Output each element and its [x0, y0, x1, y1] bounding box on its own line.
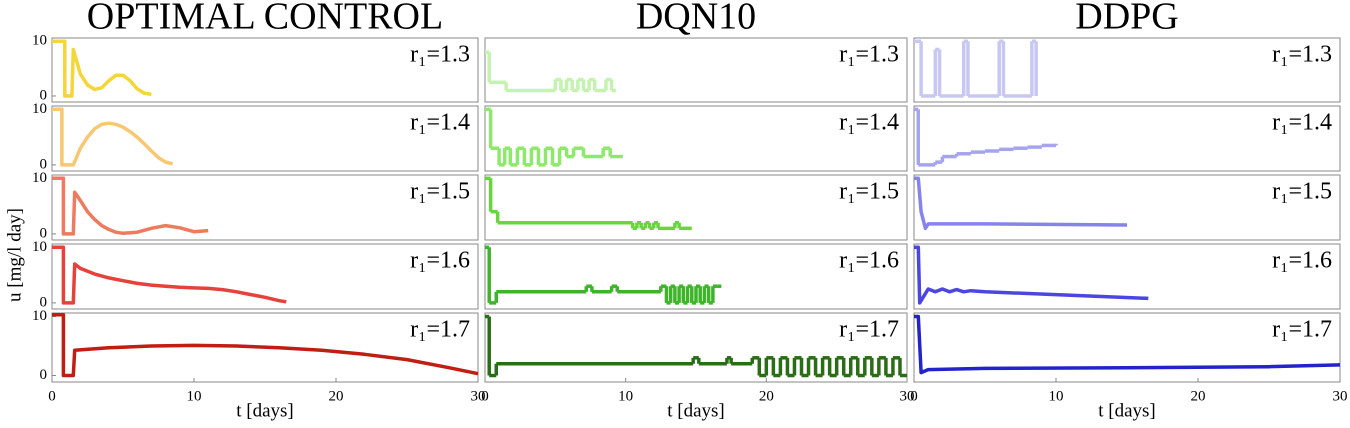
y-tick-label: 0 — [40, 87, 48, 103]
y-tick-label: 10 — [32, 308, 47, 324]
series-line — [52, 107, 174, 167]
x-axis-label: t [days] — [236, 400, 294, 421]
y-tick-label: 0 — [40, 294, 48, 310]
panel-frame — [484, 174, 908, 241]
panel-annotation: r₁=1.5 — [839, 179, 899, 205]
panel-annotation: r₁=1.3 — [839, 42, 899, 68]
panel-frame — [913, 174, 1341, 241]
series-line — [914, 176, 1128, 231]
series-line — [914, 314, 1341, 375]
panel-annotation: r₁=1.6 — [839, 248, 899, 274]
panel-annotation: r₁=1.6 — [1272, 248, 1332, 274]
x-tick-label: 0 — [910, 388, 918, 404]
panel-annotation: r₁=1.4 — [1272, 110, 1332, 136]
panel-annotation: r₁=1.3 — [410, 42, 470, 68]
series-line — [914, 245, 1149, 305]
x-tick-label: 10 — [618, 388, 633, 404]
series-line — [52, 39, 152, 98]
y-tick-label: 0 — [40, 367, 48, 383]
panel-annotation: r₁=1.4 — [839, 110, 899, 136]
x-tick-label: 20 — [759, 388, 774, 404]
x-tick-label: 10 — [1049, 388, 1064, 404]
y-axis-label: u [mg/l day] — [4, 208, 25, 302]
panel-annotation: r₁=1.6 — [410, 248, 470, 274]
x-tick-label: 20 — [1191, 388, 1206, 404]
column-title: DQN10 — [636, 0, 756, 38]
panel-frame — [51, 105, 479, 172]
column-title: OPTIMAL CONTROL — [87, 0, 443, 38]
y-tick-label: 10 — [32, 33, 47, 49]
x-tick-label: 30 — [471, 388, 486, 404]
panel-annotation: r₁=1.4 — [410, 110, 470, 136]
panel-annotation: r₁=1.3 — [1272, 42, 1332, 68]
x-axis-label: t [days] — [667, 400, 725, 421]
series-line — [52, 176, 209, 236]
x-axis-label: t [days] — [1098, 400, 1156, 421]
y-tick-label: 0 — [40, 225, 48, 241]
y-tick-label: 10 — [32, 239, 47, 255]
x-tick-label: 0 — [48, 388, 56, 404]
x-tick-label: 30 — [900, 388, 915, 404]
panel-frame — [913, 37, 1341, 103]
panel-annotation: r₁=1.5 — [1272, 179, 1332, 205]
panel-annotation: r₁=1.7 — [1272, 317, 1332, 343]
column-title: DDPG — [1075, 0, 1178, 38]
panel-annotation: r₁=1.7 — [410, 317, 470, 343]
panel-frame — [51, 37, 479, 103]
panel-frame — [913, 105, 1341, 172]
series-line — [52, 245, 287, 305]
y-tick-label: 10 — [32, 101, 47, 117]
x-tick-label: 30 — [1333, 388, 1348, 404]
y-tick-label: 0 — [40, 156, 48, 172]
x-tick-label: 10 — [187, 388, 202, 404]
panel-annotation: r₁=1.7 — [839, 317, 899, 343]
series-line — [52, 313, 479, 378]
x-tick-label: 0 — [481, 388, 489, 404]
panel-frame — [484, 105, 908, 172]
panel-annotation: r₁=1.5 — [410, 179, 470, 205]
panel-frame — [51, 174, 479, 241]
panel-frame — [913, 312, 1341, 383]
y-tick-label: 10 — [32, 170, 47, 186]
x-tick-label: 20 — [329, 388, 344, 404]
